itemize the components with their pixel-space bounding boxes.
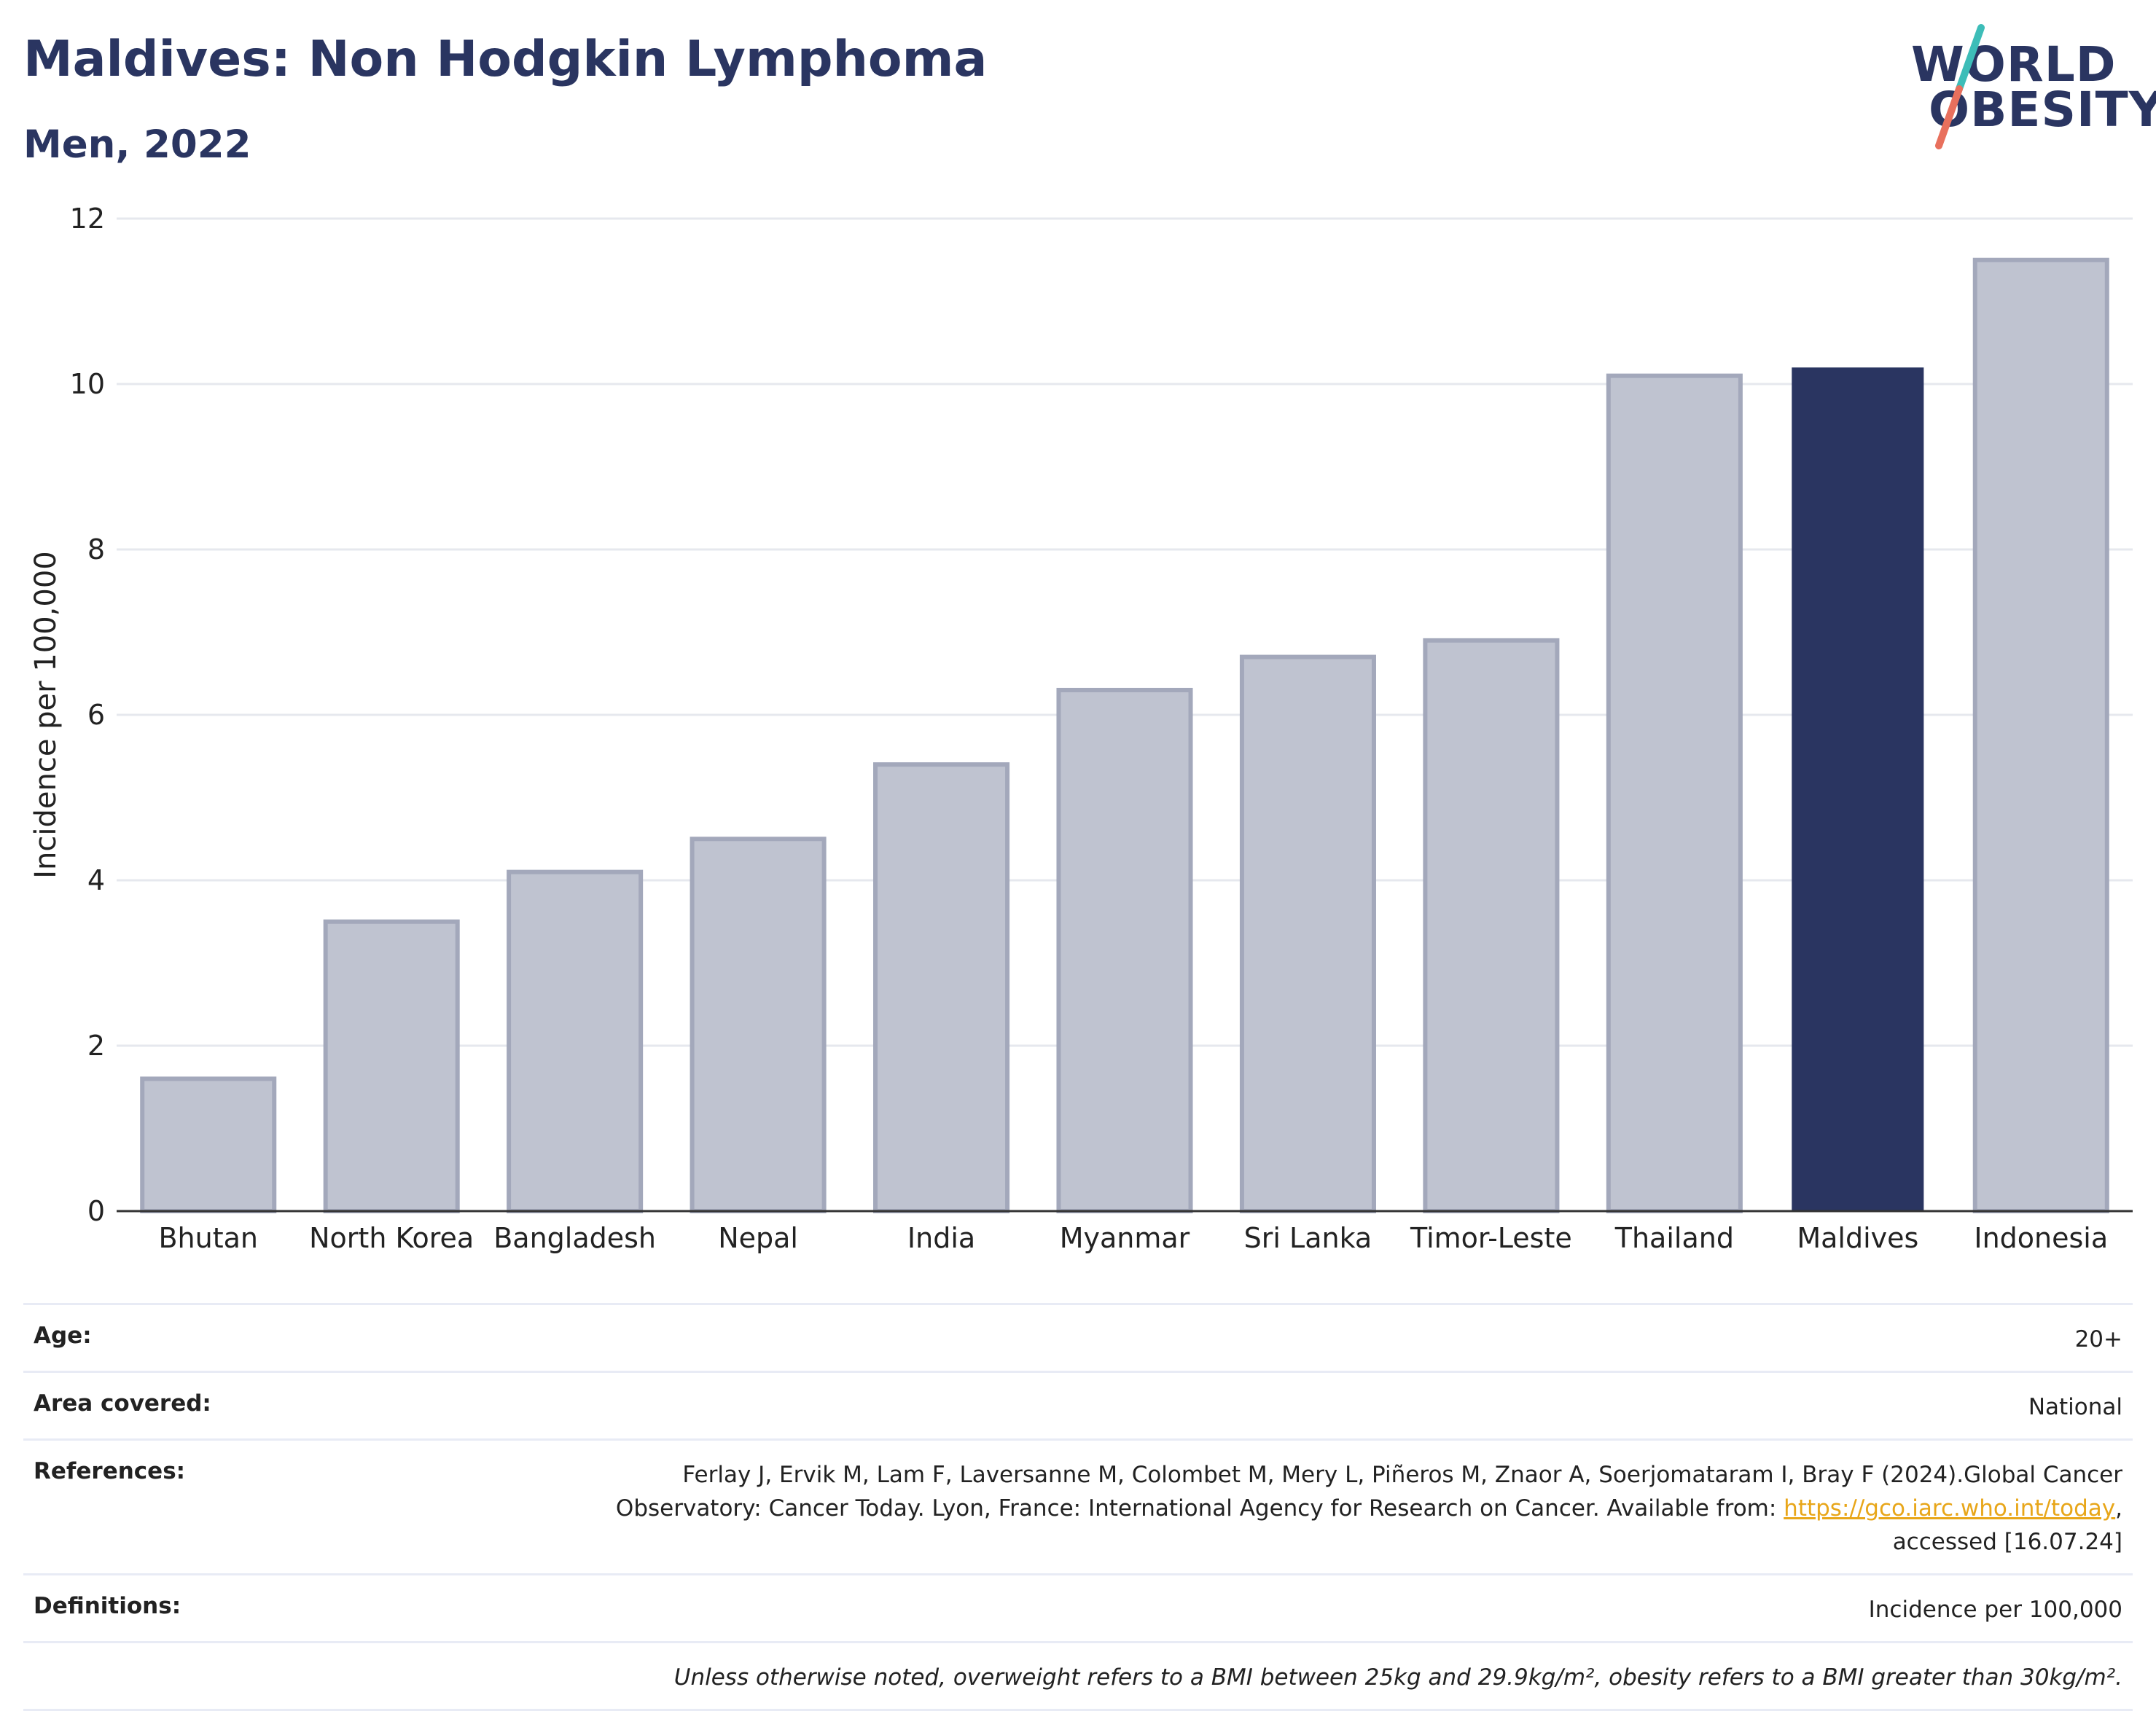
bar-timor-leste xyxy=(1423,638,1560,1213)
x-tick-label: Bhutan xyxy=(158,1222,258,1254)
x-tick-label: Indonesia xyxy=(1974,1222,2108,1254)
world-obesity-logo: WORLD OBESITY xyxy=(1902,22,2156,153)
x-tick-label: North Korea xyxy=(309,1222,474,1254)
bar-indonesia xyxy=(1972,257,2109,1213)
bar-bangladesh xyxy=(507,869,644,1214)
bar-myanmar xyxy=(1056,687,1193,1213)
bar-india xyxy=(873,762,1010,1213)
y-tick-label: 0 xyxy=(87,1195,105,1227)
logo-line-1: WORLD xyxy=(1911,36,2117,93)
references-label: References: xyxy=(34,1458,186,1484)
bar-north-korea xyxy=(323,919,460,1213)
references-link[interactable]: https://gco.iarc.who.int/today xyxy=(1784,1495,2116,1522)
references-line-3: accessed [16.07.24] xyxy=(1892,1529,2122,1555)
x-tick-label: Thailand xyxy=(1614,1222,1734,1254)
info-table: Age: 20+ Area covered: National Referenc… xyxy=(23,1303,2133,1711)
x-tick-label: Myanmar xyxy=(1060,1222,1190,1254)
page-subtitle: Men, 2022 xyxy=(23,122,251,167)
area-label: Area covered: xyxy=(34,1390,211,1417)
area-value: National xyxy=(2028,1394,2122,1420)
y-tick-label: 12 xyxy=(70,203,105,235)
note-row: Unless otherwise noted, overweight refer… xyxy=(23,1641,2133,1711)
bar-chart: 0 2 4 6 8 10 12 Bhutan North Korea Bangladesh Nepa… xyxy=(29,203,2133,1254)
y-tick-label: 10 xyxy=(70,368,105,400)
references-value: Ferlay J, Ervik M, Lam F, Laversanne M, … xyxy=(34,1458,2122,1559)
area-row: Area covered: National xyxy=(23,1371,2133,1438)
bars xyxy=(140,257,2109,1214)
x-tick-label: Maldives xyxy=(1797,1222,1918,1254)
bar-bhutan xyxy=(140,1076,277,1214)
bmi-note: Unless otherwise noted, overweight refer… xyxy=(673,1664,2122,1691)
definitions-label: Definitions: xyxy=(34,1593,181,1619)
y-tick-label: 8 xyxy=(87,533,105,565)
definitions-row: Definitions: Incidence per 100,000 xyxy=(23,1573,2133,1641)
x-tick-label: Sri Lanka xyxy=(1244,1222,1372,1254)
x-tick-label: Nepal xyxy=(718,1222,798,1254)
references-line-2-text: Observatory: Cancer Today. Lyon, France:… xyxy=(615,1495,1784,1522)
logo-line-2: OBESITY xyxy=(1929,82,2156,138)
y-tick-label: 4 xyxy=(87,864,105,896)
age-value: 20+ xyxy=(2074,1326,2122,1352)
references-line-2: Observatory: Cancer Today. Lyon, France:… xyxy=(34,1492,2122,1525)
references-line-2-end: , xyxy=(2115,1495,2122,1522)
y-tick-label: 6 xyxy=(87,699,105,731)
bar-sri-lanka xyxy=(1239,654,1376,1213)
logo-slash-icon xyxy=(1935,24,1985,149)
x-tick-label: Bangladesh xyxy=(493,1222,656,1254)
x-tick-label: Timor-Leste xyxy=(1410,1222,1572,1254)
bar-maldives xyxy=(1792,367,1924,1211)
age-row: Age: 20+ xyxy=(23,1303,2133,1371)
references-row: References: Ferlay J, Ervik M, Lam F, La… xyxy=(23,1438,2133,1573)
page-title: Maldives: Non Hodgkin Lymphoma xyxy=(23,31,988,88)
y-axis-title: Incidence per 100,000 xyxy=(29,551,63,879)
definitions-value: Incidence per 100,000 xyxy=(1868,1597,2122,1623)
bar-nepal xyxy=(690,837,827,1213)
axes: 0 2 4 6 8 10 12 Bhutan North Korea Bangladesh Nepa… xyxy=(70,203,2133,1254)
references-line-1: Ferlay J, Ervik M, Lam F, Laversanne M, … xyxy=(682,1462,2122,1488)
bar-thailand xyxy=(1606,373,1743,1213)
age-label: Age: xyxy=(34,1323,92,1349)
x-tick-label: India xyxy=(907,1222,975,1254)
y-tick-label: 2 xyxy=(87,1030,105,1062)
